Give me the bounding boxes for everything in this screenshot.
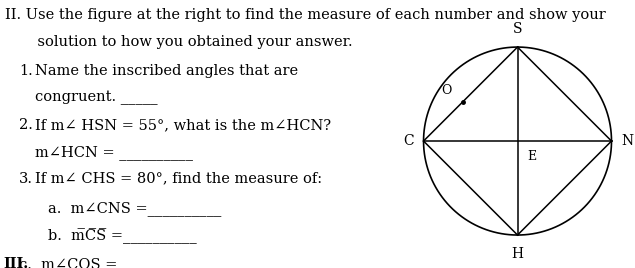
Text: congruent. _____: congruent. _____ — [35, 91, 157, 106]
Text: C: C — [403, 134, 413, 148]
Text: 1.: 1. — [19, 64, 33, 78]
Text: m∠HCN = __________: m∠HCN = __________ — [35, 145, 193, 160]
Text: c.  m∠COS =__________: c. m∠COS =__________ — [19, 257, 191, 268]
Text: O: O — [441, 84, 451, 97]
Text: solution to how you obtained your answer.: solution to how you obtained your answer… — [5, 35, 352, 49]
Text: E: E — [527, 150, 536, 163]
Text: If m∠ HSN = 55°, what is the m∠HCN?: If m∠ HSN = 55°, what is the m∠HCN? — [35, 118, 331, 132]
Text: H: H — [512, 247, 523, 260]
Text: If m∠ CHS = 80°, find the measure of:: If m∠ CHS = 80°, find the measure of: — [35, 172, 322, 185]
Text: S: S — [513, 21, 522, 36]
Text: b.  m̅C̅S̅ =__________: b. m̅C̅S̅ =__________ — [48, 228, 196, 244]
Text: 3.: 3. — [19, 172, 33, 185]
Text: II. Use the figure at the right to find the measure of each number and show your: II. Use the figure at the right to find … — [5, 8, 606, 22]
Text: a.  m∠CNS =__________: a. m∠CNS =__________ — [48, 201, 221, 216]
Text: N: N — [622, 134, 634, 148]
Text: Name the inscribed angles that are: Name the inscribed angles that are — [35, 64, 298, 78]
Text: 2.: 2. — [19, 118, 33, 132]
Text: III.: III. — [3, 257, 29, 268]
